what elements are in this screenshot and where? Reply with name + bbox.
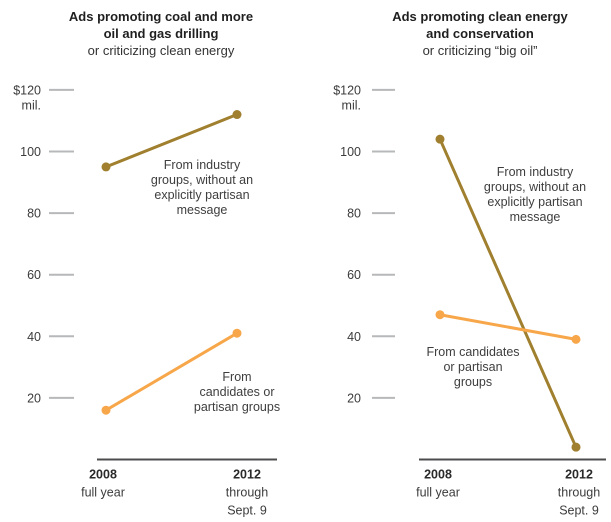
data-point-industry-2012 bbox=[571, 442, 581, 452]
y-axis-unit-label: mil. bbox=[22, 98, 41, 112]
data-point-industry-2008 bbox=[435, 134, 445, 144]
series-label-candidates: From bbox=[222, 370, 251, 384]
series-label-industry: From industry bbox=[164, 158, 241, 172]
x-category-sublabel: Sept. 9 bbox=[227, 504, 267, 518]
series-label-candidates: or partisan bbox=[443, 360, 502, 374]
y-tick-label: 20 bbox=[347, 391, 361, 405]
y-tick-label: 40 bbox=[347, 330, 361, 344]
series-label-industry: message bbox=[177, 203, 228, 217]
y-tick-label: 40 bbox=[27, 330, 41, 344]
data-point-candidates-2008 bbox=[101, 405, 111, 415]
x-category-sublabel: through bbox=[558, 486, 600, 500]
series-line-industry bbox=[105, 113, 238, 169]
y-tick-label: $120 bbox=[333, 83, 361, 97]
chart-title: Ads promoting coal and more oil and gas d… bbox=[68, 9, 254, 41]
chart-subtitle: or criticizing “big oil” bbox=[422, 43, 538, 58]
data-point-industry-2012 bbox=[232, 110, 242, 120]
chart-title: Ads promoting clean energy and conservati… bbox=[392, 9, 568, 41]
series-label-industry: explicitly partisan bbox=[487, 195, 582, 209]
y-tick-label: 60 bbox=[27, 268, 41, 282]
x-category-sublabel: through bbox=[226, 486, 268, 500]
series-label-candidates: From candidates bbox=[426, 345, 519, 359]
series-label-industry: From industry bbox=[497, 165, 574, 179]
x-category-year: 2012 bbox=[565, 468, 593, 482]
series-label-candidates: groups bbox=[454, 375, 492, 389]
x-category-year: 2012 bbox=[233, 468, 261, 482]
data-point-candidates-2012 bbox=[571, 334, 581, 344]
series-label-candidates: partisan groups bbox=[194, 400, 280, 414]
series-line-candidates bbox=[439, 313, 577, 341]
chart-title-block: Ads promoting coal and more oil and gas d… bbox=[21, 8, 301, 59]
series-label-industry: groups, without an bbox=[151, 173, 253, 187]
series-label-industry: groups, without an bbox=[484, 180, 586, 194]
x-category-year: 2008 bbox=[89, 468, 117, 482]
series-label-industry: message bbox=[510, 210, 561, 224]
y-tick-label: 20 bbox=[27, 391, 41, 405]
x-category-sublabel: full year bbox=[416, 486, 460, 500]
x-category-year: 2008 bbox=[424, 468, 452, 482]
x-category-sublabel: full year bbox=[81, 486, 125, 500]
chart-coal-oil-gas: Ads promoting coal and more oil and gas d… bbox=[0, 0, 305, 522]
y-axis-unit-label: mil. bbox=[342, 98, 361, 112]
data-point-candidates-2008 bbox=[435, 310, 445, 320]
x-category-sublabel: Sept. 9 bbox=[559, 504, 599, 518]
chart-title-block: Ads promoting clean energy and conservati… bbox=[340, 8, 611, 59]
data-point-candidates-2012 bbox=[232, 328, 242, 338]
y-tick-label: 100 bbox=[340, 145, 361, 159]
series-line-candidates bbox=[105, 331, 238, 412]
chart-subtitle: or criticizing clean energy bbox=[87, 43, 235, 58]
y-tick-label: 80 bbox=[347, 207, 361, 221]
y-tick-label: $120 bbox=[13, 83, 41, 97]
y-tick-label: 100 bbox=[20, 145, 41, 159]
data-point-industry-2008 bbox=[101, 162, 111, 172]
series-line-industry bbox=[438, 138, 578, 448]
chart-clean-energy: Ads promoting clean energy and conservati… bbox=[306, 0, 611, 522]
series-label-candidates: candidates or bbox=[199, 385, 274, 399]
series-label-industry: explicitly partisan bbox=[154, 188, 249, 202]
y-tick-label: 80 bbox=[27, 207, 41, 221]
y-tick-label: 60 bbox=[347, 268, 361, 282]
